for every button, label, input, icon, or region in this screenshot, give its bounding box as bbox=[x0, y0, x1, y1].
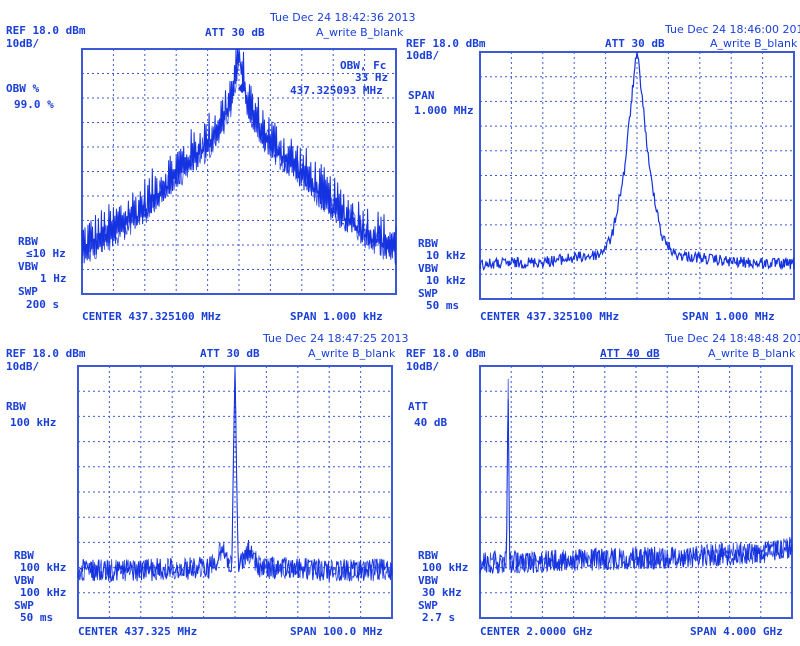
span: SPAN 4.000 GHz bbox=[690, 625, 783, 638]
spectrum-panel-1: Tue Dec 24 18:42:36 2013 REF 18.0 dBm 10… bbox=[0, 0, 415, 323]
ref-level: REF 18.0 dBm bbox=[406, 347, 486, 360]
spectrum-trace bbox=[77, 365, 393, 583]
span: SPAN 100.0 MHz bbox=[290, 625, 383, 638]
spectrum-trace bbox=[81, 48, 397, 264]
left-label-1: RBW bbox=[6, 400, 26, 413]
marker-value-1: 33 Hz bbox=[355, 71, 389, 84]
ref-level: REF 18.0 dBm bbox=[406, 37, 486, 50]
rbw-value: 10 kHz bbox=[426, 249, 466, 262]
center-frequency: CENTER 437.325 MHz bbox=[78, 625, 198, 638]
plot-1 bbox=[81, 48, 397, 295]
vbw-value: 30 kHz bbox=[422, 586, 462, 599]
span: SPAN 1.000 kHz bbox=[290, 310, 383, 323]
trace-mode: A_write B_blank bbox=[708, 347, 796, 360]
plot-2 bbox=[479, 51, 795, 300]
marker-label: OBW, Fc bbox=[340, 59, 387, 72]
swp-label: SWP bbox=[18, 285, 38, 298]
swp-label: SWP bbox=[418, 287, 438, 300]
attenuation: ATT 30 dB bbox=[205, 26, 265, 39]
left-label-2: 100 kHz bbox=[10, 416, 57, 429]
plot-4 bbox=[479, 365, 793, 619]
attenuation: ATT 30 dB bbox=[200, 347, 260, 360]
span: SPAN 1.000 MHz bbox=[682, 310, 775, 323]
center-frequency: CENTER 437.325100 MHz bbox=[480, 310, 620, 323]
swp-value: 2.7 s bbox=[422, 611, 456, 624]
rbw-label: RBW bbox=[418, 237, 438, 250]
left-label-1: ATT bbox=[408, 400, 428, 413]
scale: 10dB/ bbox=[406, 49, 440, 62]
vbw-label: VBW bbox=[418, 574, 438, 587]
trace-mode: A_write B_blank bbox=[710, 37, 798, 50]
swp-label: SWP bbox=[418, 599, 438, 612]
swp-label: SWP bbox=[14, 599, 34, 612]
scale: 10dB/ bbox=[406, 360, 440, 373]
vbw-label: VBW bbox=[14, 574, 34, 587]
scale: 10dB/ bbox=[6, 360, 40, 373]
spectrum-panel-3: Tue Dec 24 18:47:25 2013 REF 18.0 dBm 10… bbox=[0, 323, 408, 646]
swp-value: 50 ms bbox=[20, 611, 54, 624]
marker-diamond bbox=[238, 83, 247, 94]
timestamp: Tue Dec 24 18:46:00 2013 bbox=[665, 23, 800, 36]
rbw-label: RBW bbox=[14, 549, 34, 562]
center-frequency: CENTER 2.0000 GHz bbox=[480, 625, 593, 638]
vbw-value: 100 kHz bbox=[20, 586, 67, 599]
rbw-label: RBW bbox=[418, 549, 438, 562]
plot-3 bbox=[77, 365, 393, 619]
rbw-label: RBW bbox=[18, 235, 38, 248]
timestamp: Tue Dec 24 18:42:36 2013 bbox=[270, 11, 416, 24]
left-label-2: 1.000 MHz bbox=[414, 104, 474, 117]
timestamp: Tue Dec 24 18:47:25 2013 bbox=[263, 332, 409, 345]
spectrum-panel-2: Tue Dec 24 18:46:00 2013 REF 18.0 dBm 10… bbox=[400, 0, 800, 323]
vbw-value: 10 kHz bbox=[426, 274, 466, 287]
spectrum-trace-overlay bbox=[479, 378, 793, 574]
vbw-label: VBW bbox=[418, 262, 438, 275]
spectrum-trace bbox=[479, 51, 795, 271]
rbw-value: 100 kHz bbox=[422, 561, 469, 574]
left-label-2: 99.0 % bbox=[14, 98, 54, 111]
center-frequency: CENTER 437.325100 MHz bbox=[82, 310, 222, 323]
spectrum-panel-4: Tue Dec 24 18:48:48 2013 REF 18.0 dBm 10… bbox=[400, 323, 800, 646]
rbw-value: 100 kHz bbox=[20, 561, 67, 574]
attenuation: ATT 40 dB bbox=[600, 347, 660, 360]
trace-mode: A_write B_blank bbox=[316, 26, 404, 39]
left-label-1: OBW % bbox=[6, 82, 40, 95]
left-label-2: 40 dB bbox=[414, 416, 448, 429]
ref-level: REF 18.0 dBm bbox=[6, 24, 86, 37]
attenuation: ATT 30 dB bbox=[605, 37, 665, 50]
swp-value: 200 s bbox=[26, 298, 60, 311]
swp-value: 50 ms bbox=[426, 299, 460, 312]
spectrum-trace-overlay bbox=[81, 48, 397, 265]
vbw-value: 1 Hz bbox=[40, 272, 67, 285]
spectrum-trace-overlay bbox=[77, 365, 393, 582]
timestamp: Tue Dec 24 18:48:48 2013 bbox=[665, 332, 800, 345]
ref-level: REF 18.0 dBm bbox=[6, 347, 86, 360]
scale: 10dB/ bbox=[6, 37, 40, 50]
vbw-label: VBW bbox=[18, 260, 38, 273]
rbw-value: ≤10 Hz bbox=[26, 247, 66, 260]
trace-mode: A_write B_blank bbox=[308, 347, 396, 360]
marker-value-2: 437.325093 MHz bbox=[290, 84, 383, 97]
left-label-1: SPAN bbox=[408, 89, 435, 102]
